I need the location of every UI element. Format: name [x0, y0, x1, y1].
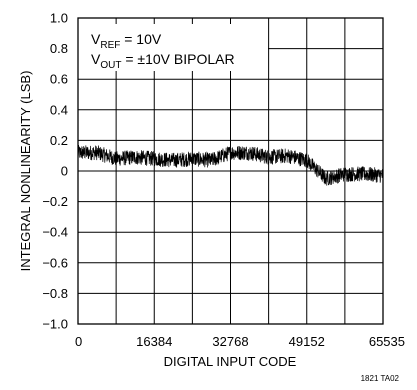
- y-tick-label: 0.2: [50, 133, 68, 148]
- y-tick-label: 0.6: [50, 72, 68, 87]
- y-tick-label: 0: [61, 164, 68, 179]
- y-tick-label: −0.4: [42, 225, 68, 240]
- y-tick-label: 1.0: [50, 11, 68, 26]
- x-tick-label: 49152: [289, 334, 325, 349]
- x-tick-label: 32768: [212, 334, 248, 349]
- x-axis-label: DIGITAL INPUT CODE: [164, 354, 297, 369]
- y-tick-label: −0.2: [42, 194, 68, 209]
- series-layer: [77, 145, 384, 186]
- x-tick-label: 65535: [369, 334, 405, 349]
- y-tick-label: 0.4: [50, 102, 68, 117]
- y-tick-label: −0.8: [42, 286, 68, 301]
- y-tick-label: −1.0: [42, 317, 68, 332]
- x-tick-label: 16384: [136, 334, 172, 349]
- figure-code: 1821 TA02: [361, 374, 400, 383]
- annotation-line-1: VREF = 10V: [91, 31, 162, 51]
- x-tick-labels: 0 16384 32768 49152 65535: [75, 334, 405, 349]
- y-tick-labels: 1.0 0.8 0.6 0.4 0.2 0 −0.2 −0.4 −0.6 −0.8 −1.0: [42, 11, 68, 332]
- ino-series-line: [77, 145, 384, 186]
- y-tick-label: 0.8: [50, 41, 68, 56]
- annotation-line-2: VOUT = ±10V BIPOLAR: [91, 51, 235, 71]
- plot-frame: [77, 17, 384, 325]
- y-axis-label: INTEGRAL NONLINEARITY (LSB): [18, 71, 33, 272]
- y-tick-label: −0.6: [42, 255, 68, 270]
- annotation-background: [78, 24, 268, 71]
- x-tick-label: 0: [75, 334, 82, 349]
